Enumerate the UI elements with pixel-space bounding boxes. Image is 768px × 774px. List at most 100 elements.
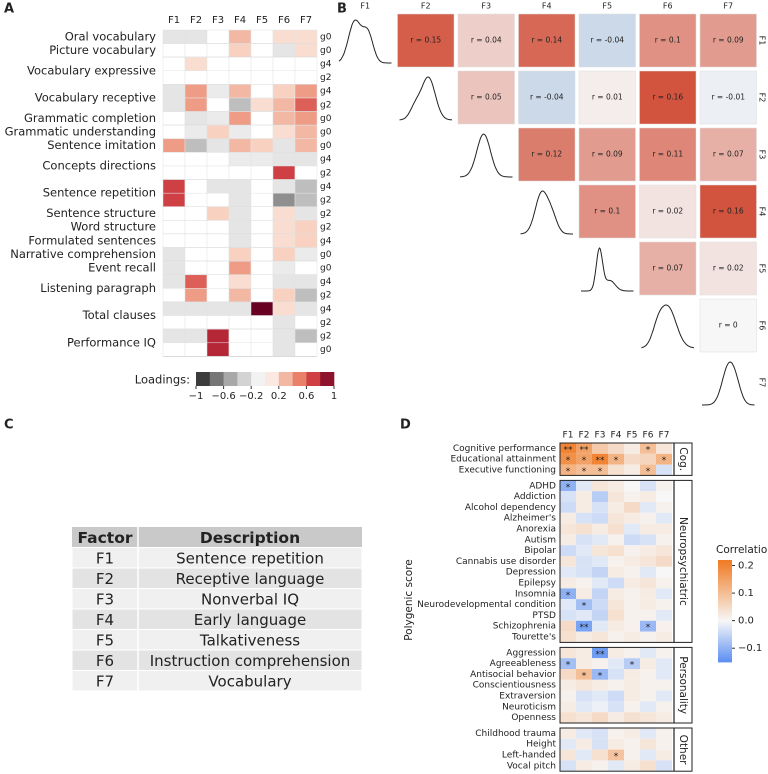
row-label: Openness bbox=[511, 713, 556, 723]
colorbar-slice bbox=[718, 585, 732, 588]
group-label: g2 bbox=[320, 100, 331, 110]
loading-cell bbox=[250, 192, 274, 208]
loading-cell bbox=[206, 342, 230, 357]
group-label: g4 bbox=[320, 277, 332, 287]
correlation-cell bbox=[560, 453, 576, 465]
correlation-cell bbox=[592, 534, 608, 546]
correlation-cell bbox=[560, 749, 576, 761]
correlation-cell bbox=[656, 599, 672, 610]
row-label: Vocal pitch bbox=[507, 761, 556, 771]
loading-cell bbox=[184, 43, 208, 58]
correlation-cell bbox=[699, 241, 757, 296]
colorbar-block bbox=[292, 372, 307, 386]
correlation-label: r = 0.04 bbox=[471, 36, 502, 45]
loading-cell bbox=[206, 206, 230, 221]
loading-cell bbox=[228, 328, 252, 344]
correlation-cell bbox=[608, 453, 624, 465]
loading-cell bbox=[206, 179, 230, 194]
group-frame bbox=[559, 479, 693, 643]
colorbar-slice bbox=[718, 583, 732, 586]
correlation-cell bbox=[608, 556, 624, 567]
correlation-cell bbox=[639, 13, 697, 68]
correlation-cell bbox=[640, 464, 656, 476]
correlation-cell bbox=[592, 491, 608, 502]
loading-cell bbox=[162, 138, 186, 153]
row-label: PTSD bbox=[532, 611, 556, 621]
colorbar-slice bbox=[718, 590, 732, 593]
loading-cell bbox=[228, 56, 252, 72]
colorbar-slice bbox=[718, 611, 732, 614]
colorbar-slice bbox=[718, 570, 732, 573]
correlation-cell bbox=[592, 599, 608, 610]
loading-cell bbox=[250, 260, 274, 276]
correlation-cell bbox=[640, 647, 656, 659]
correlation-cell bbox=[608, 679, 624, 691]
colorbar-slice bbox=[718, 602, 732, 605]
correlation-cell bbox=[592, 712, 608, 723]
loading-cell bbox=[162, 301, 186, 316]
row-label: Vocabulary expressive bbox=[27, 63, 156, 77]
row-label: Height bbox=[526, 740, 556, 750]
row-label: Sentence repetition bbox=[43, 186, 156, 200]
correlation-cell bbox=[608, 701, 624, 713]
loading-cell bbox=[272, 124, 296, 140]
loading-cell bbox=[294, 315, 318, 330]
correlation-cell bbox=[656, 728, 672, 739]
significance-star: * bbox=[614, 456, 619, 466]
row-label: Addiction bbox=[514, 492, 556, 502]
correlation-cell bbox=[592, 658, 608, 669]
correlation-cell bbox=[576, 480, 592, 492]
correlation-cell bbox=[624, 556, 640, 567]
correlation-cell bbox=[656, 669, 672, 680]
table-cell: F5 bbox=[96, 631, 114, 649]
colorbar-slice bbox=[718, 580, 732, 583]
loading-cell bbox=[206, 29, 230, 44]
significance-star: * bbox=[614, 752, 619, 762]
correlation-cell bbox=[640, 512, 656, 524]
loading-cell bbox=[206, 288, 230, 303]
correlation-cell bbox=[518, 70, 576, 125]
correlation-cell bbox=[699, 13, 757, 68]
correlation-cell bbox=[576, 491, 592, 502]
correlation-cell bbox=[624, 610, 640, 621]
correlation-cell bbox=[656, 588, 672, 600]
loading-cell bbox=[184, 179, 208, 194]
correlation-cell bbox=[576, 512, 592, 524]
loading-cell bbox=[184, 260, 208, 276]
column-label: F7 bbox=[723, 2, 733, 11]
correlation-cell bbox=[624, 738, 640, 750]
loading-cell bbox=[228, 165, 252, 180]
correlation-cell bbox=[624, 701, 640, 713]
column-label: F1 bbox=[168, 15, 180, 26]
colorbar-tick-label: 0.2 bbox=[271, 391, 287, 402]
correlation-cell bbox=[656, 679, 672, 691]
loading-cell bbox=[250, 288, 274, 303]
colorbar-slice bbox=[718, 612, 732, 615]
loading-cell bbox=[206, 138, 230, 153]
loading-cell bbox=[250, 152, 274, 167]
correlation-cell bbox=[624, 566, 640, 578]
loading-cell bbox=[250, 97, 274, 112]
group-label: g0 bbox=[320, 345, 332, 355]
colorbar-slice bbox=[718, 636, 732, 639]
loading-cell bbox=[162, 43, 186, 58]
correlation-cell bbox=[656, 545, 672, 556]
correlation-cell bbox=[576, 647, 592, 659]
colorbar-slice bbox=[718, 609, 732, 612]
colorbar-title: Loadings: bbox=[135, 373, 190, 387]
loading-cell bbox=[206, 70, 230, 85]
correlation-cell bbox=[576, 712, 592, 723]
correlation-cell bbox=[592, 545, 608, 556]
row-label: Sentence structure bbox=[46, 206, 156, 220]
correlation-cell bbox=[656, 443, 672, 454]
row-label: Antisocial behavior bbox=[470, 670, 556, 680]
group-label: g0 bbox=[320, 128, 332, 138]
correlation-cell bbox=[576, 443, 592, 454]
correlation-cell bbox=[576, 701, 592, 713]
correlation-cell bbox=[624, 749, 640, 761]
loading-cell bbox=[250, 206, 274, 221]
loading-cell bbox=[250, 301, 274, 316]
correlation-label: r = 0.12 bbox=[531, 150, 562, 159]
correlation-cell bbox=[608, 620, 624, 632]
row-label: Sentence imitation bbox=[47, 138, 156, 152]
